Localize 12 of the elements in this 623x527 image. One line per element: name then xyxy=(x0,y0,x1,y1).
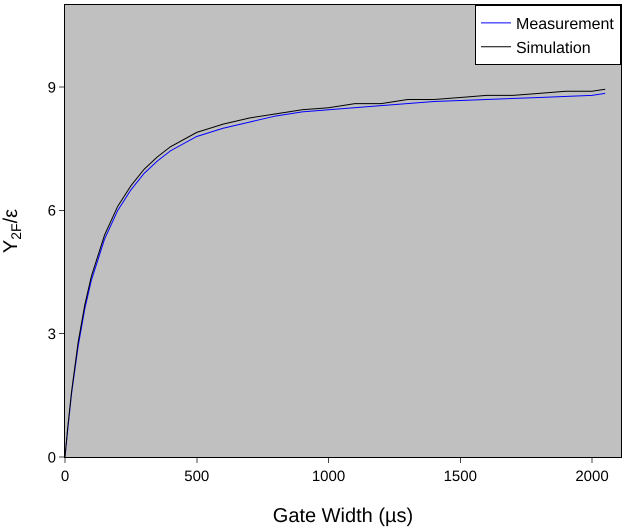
x-tick-label: 1000 xyxy=(312,468,346,485)
y-tick-label: 6 xyxy=(48,202,56,220)
y-tick-label: 3 xyxy=(48,326,56,343)
x-tick-label: 500 xyxy=(184,468,210,485)
y-tick-label: 0 xyxy=(48,449,56,466)
legend-label: Simulation xyxy=(516,40,591,57)
x-tick-label: 1500 xyxy=(444,468,477,485)
y-tick-label: 9 xyxy=(48,79,56,96)
x-tick-label: 0 xyxy=(60,468,70,485)
x-tick-label: 2000 xyxy=(575,468,609,485)
x-axis-title: Gate Width (µs) xyxy=(272,505,414,527)
legend-label: Measurement xyxy=(516,16,614,34)
